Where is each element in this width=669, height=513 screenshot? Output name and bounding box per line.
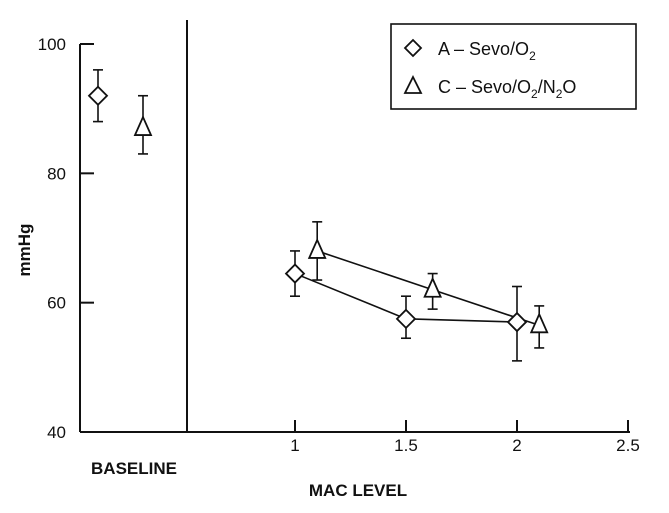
legend: A – Sevo/O2 C – Sevo/O2/N2O — [390, 23, 637, 110]
y-axis-title: mmHg — [15, 224, 34, 277]
diamond-marker — [284, 263, 306, 284]
y-tick-label: 40 — [47, 423, 66, 442]
legend-diamond-marker — [403, 38, 423, 58]
triangle-marker — [529, 312, 549, 334]
triangle-marker — [423, 276, 443, 298]
triangle-marker — [133, 114, 153, 136]
x-axis-title: MAC LEVEL — [309, 481, 407, 500]
y-tick-label: 80 — [47, 164, 66, 183]
legend-triangle-marker — [403, 74, 423, 94]
legend-entry-c: C – Sevo/O2/N2O — [438, 77, 576, 101]
legend-entry-a: A – Sevo/O2 — [438, 39, 536, 63]
y-tick-label: 60 — [47, 294, 66, 313]
diamond-marker — [87, 85, 109, 107]
x-tick-label: 2 — [512, 436, 521, 455]
legend-box — [390, 23, 637, 110]
y-tick-label: 100 — [38, 35, 66, 54]
x-tick-label: 2.5 — [616, 436, 640, 455]
x-tick-label: 1 — [290, 436, 299, 455]
diamond-marker — [506, 311, 528, 333]
x-tick-label: 1.5 — [394, 436, 418, 455]
diamond-marker — [395, 308, 417, 330]
triangle-marker — [307, 237, 327, 259]
baseline-label: BASELINE — [91, 459, 177, 478]
